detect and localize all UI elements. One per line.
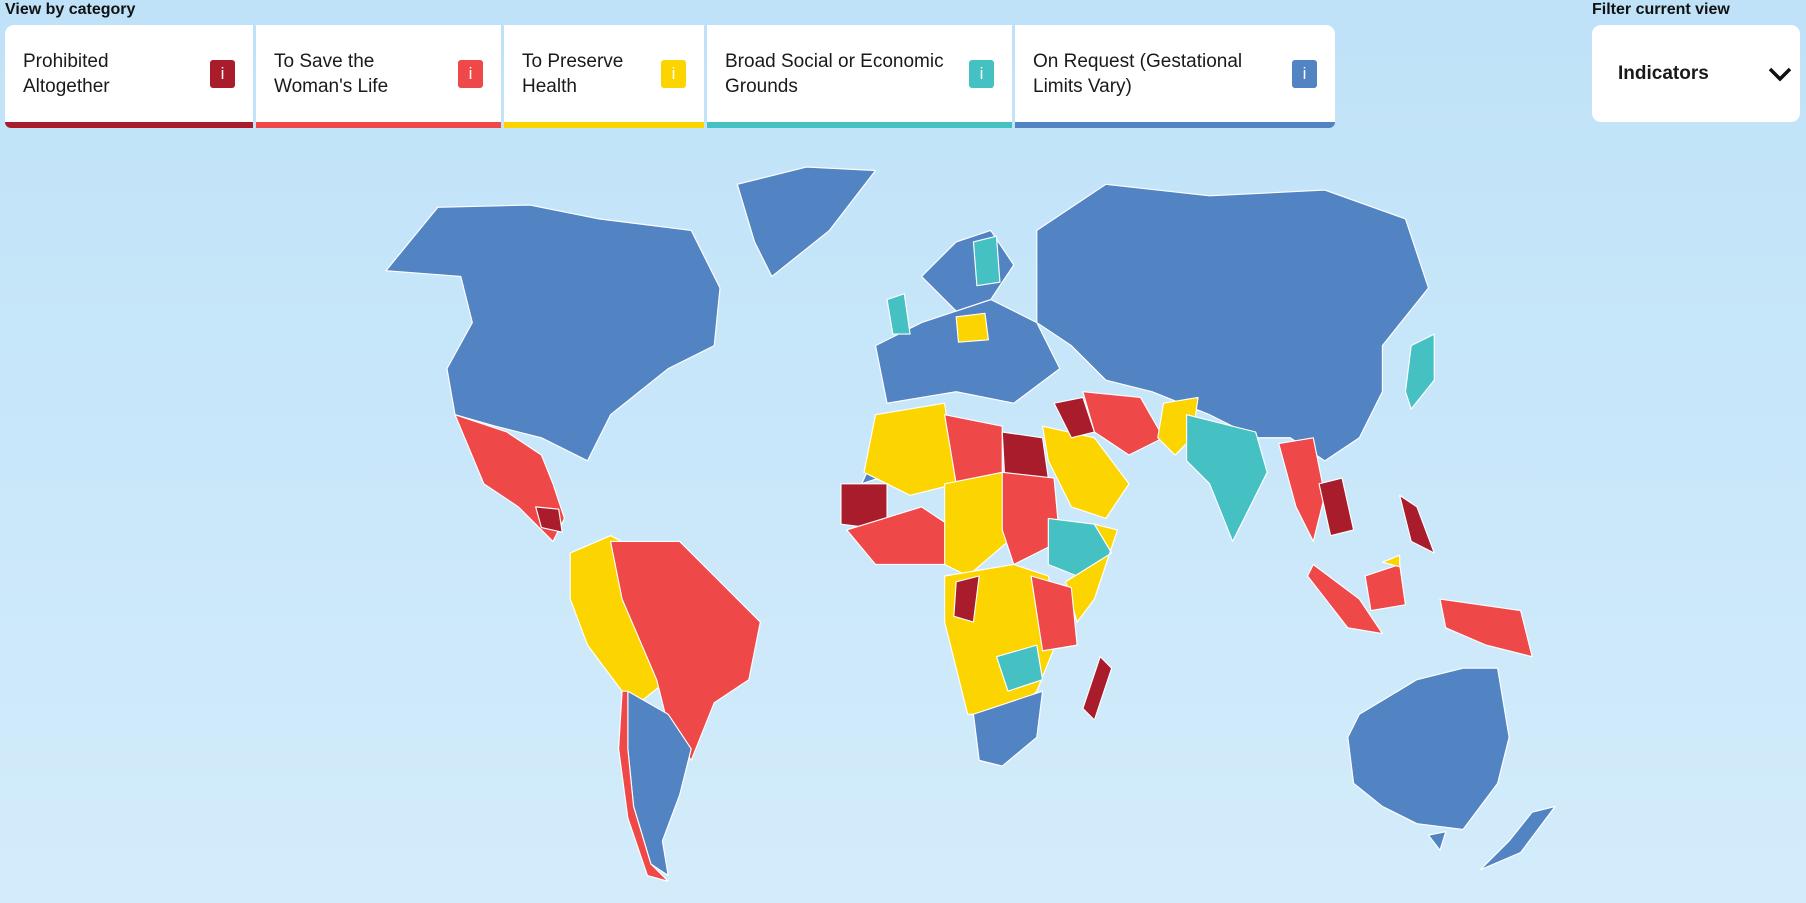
filter-dropdown[interactable]: Indicators: [1592, 25, 1800, 122]
country: [1404, 333, 1435, 410]
country: [995, 644, 1044, 692]
country: [1364, 563, 1407, 612]
category-tab[interactable]: On Request (Gestational Limits Vary) i: [1015, 25, 1335, 128]
category-label: To Preserve Health: [522, 50, 624, 97]
category-tabs: Prohibited Altogether i To Save the Woman'…: [5, 25, 1505, 128]
country: [1427, 831, 1447, 851]
country: [874, 298, 1061, 404]
category-label: On Request (Gestational Limits Vary): [1033, 50, 1243, 97]
country: [1053, 396, 1095, 439]
country: [1030, 575, 1078, 652]
country: [1347, 667, 1510, 831]
info-icon[interactable]: i: [210, 59, 235, 88]
chevron: [1768, 67, 1792, 81]
country: [1399, 494, 1435, 554]
info-icon[interactable]: i: [1292, 59, 1317, 88]
country: [1185, 414, 1268, 543]
country: [1001, 471, 1061, 566]
country: [1082, 656, 1113, 721]
country: [618, 690, 669, 882]
country: [1381, 554, 1401, 568]
country: [1065, 523, 1119, 623]
country: [921, 229, 1015, 312]
info-icon[interactable]: i: [661, 59, 686, 88]
country: [1001, 431, 1049, 479]
country: [972, 235, 1001, 287]
category-tab[interactable]: Broad Social or Economic Grounds i: [707, 25, 1012, 128]
country: [1306, 563, 1383, 635]
category-heading: View by category: [5, 1, 136, 18]
country: [385, 204, 721, 462]
country: [535, 506, 563, 533]
country: [1278, 437, 1326, 543]
filter-value: Indicators: [1618, 62, 1709, 84]
category-label: To Save the Woman's Life: [274, 50, 389, 97]
country: [1036, 183, 1430, 462]
country: [1318, 477, 1355, 537]
country: [1479, 805, 1556, 871]
category-label: Broad Social or Economic Grounds: [725, 50, 944, 97]
info-icon[interactable]: i: [969, 59, 994, 88]
country: [886, 293, 911, 335]
country: [1439, 598, 1533, 658]
country: [863, 402, 957, 496]
category-tab[interactable]: Prohibited Altogether i: [5, 25, 253, 128]
category-tab[interactable]: To Preserve Health i: [504, 25, 704, 128]
country: [944, 471, 1009, 577]
country: [955, 312, 989, 343]
category-tab[interactable]: To Save the Woman's Life i: [256, 25, 501, 128]
category-label: Prohibited Altogether: [23, 50, 110, 97]
info-icon[interactable]: i: [458, 59, 483, 88]
country: [736, 166, 877, 278]
country: [609, 540, 761, 761]
country: [972, 690, 1044, 767]
country: [953, 575, 980, 623]
country: [1041, 425, 1130, 519]
filter-heading: Filter current view: [1592, 1, 1730, 18]
